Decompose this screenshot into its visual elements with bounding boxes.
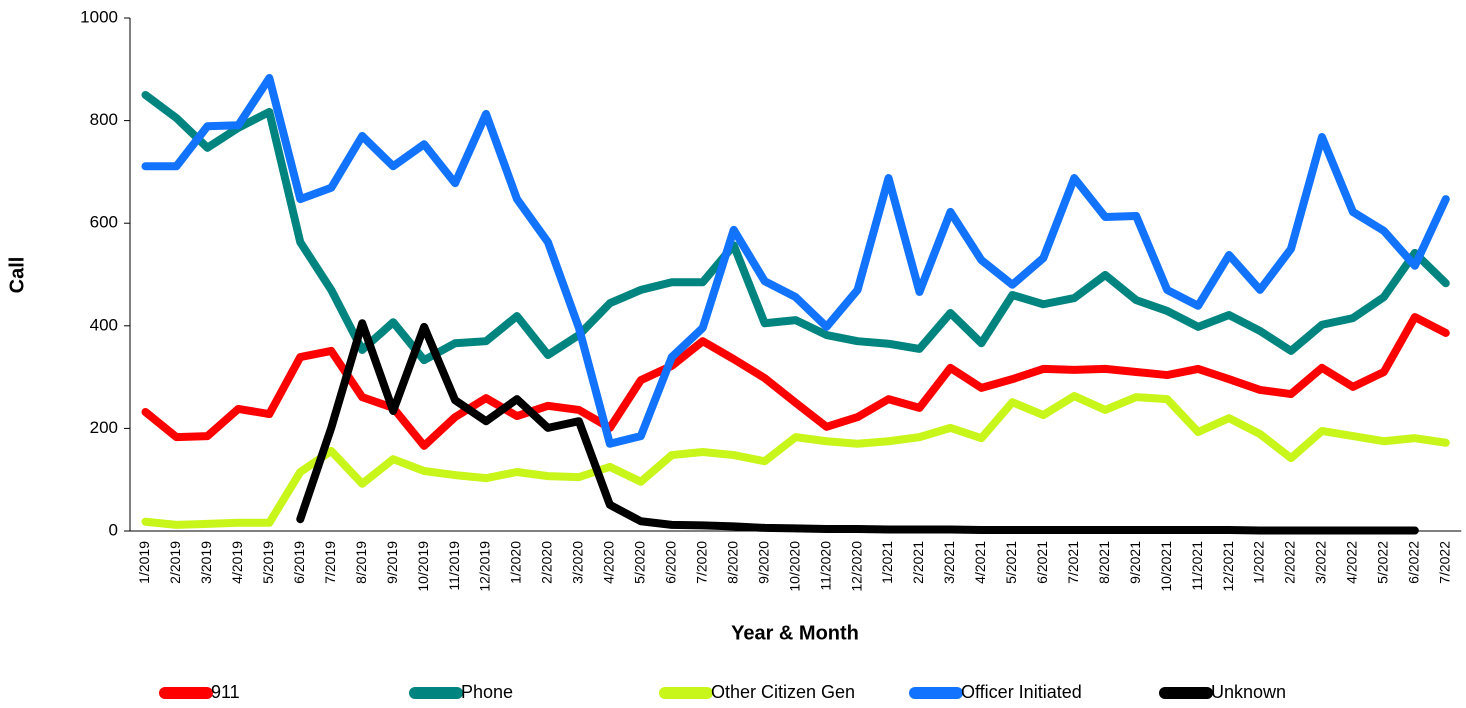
x-tick-label: 8/2020 [724,541,740,584]
x-tick-label: 9/2021 [1127,541,1143,584]
x-tick-label: 3/2021 [941,541,957,584]
x-tick-label: 4/2022 [1344,541,1360,584]
series-line [296,319,1419,535]
x-tick-label: 6/2021 [1034,541,1050,584]
series-line [141,74,1450,448]
x-tick-label: 5/2020 [632,541,648,584]
x-tick-label: 5/2019 [260,541,276,584]
x-tick-label: 4/2019 [229,541,245,584]
y-tick-label: 400 [90,315,118,334]
y-tick-label: 600 [90,213,118,232]
x-tick-label: 2/2022 [1282,541,1298,584]
x-tick-label: 2/2020 [539,541,555,584]
y-tick-label: 0 [109,520,118,539]
x-tick-label: 10/2019 [415,541,431,592]
series-line [141,90,1450,365]
x-tick-label: 2/2021 [910,541,926,584]
legend-label: Unknown [1211,682,1286,702]
x-tick-label: 10/2021 [1158,541,1174,592]
x-tick-label: 8/2019 [353,541,369,584]
x-tick-label: 11/2021 [1189,541,1205,591]
x-tick-label: 5/2022 [1375,541,1391,584]
y-tick-label: 1000 [80,7,118,26]
x-tick-label: 10/2020 [786,541,802,592]
x-tick-label: 5/2021 [1003,541,1019,584]
x-tick-label: 7/2019 [322,541,338,584]
legend-label: 911 [211,682,240,702]
x-tick-label: 4/2021 [972,541,988,584]
x-tick-label: 11/2020 [817,541,833,591]
y-tick-label: 200 [90,418,118,437]
x-tick-label: 1/2019 [136,541,152,584]
y-tick-label: 800 [90,110,118,129]
x-tick-label: 6/2022 [1406,541,1422,584]
y-axis-title: Call [6,257,28,294]
x-tick-label: 9/2019 [384,541,400,584]
x-tick-label: 8/2021 [1096,541,1112,584]
series-line [141,392,1450,529]
x-tick-label: 3/2022 [1313,541,1329,584]
x-tick-label: 12/2021 [1220,541,1236,592]
x-tick-label: 1/2020 [508,541,524,584]
x-tick-label: 7/2020 [693,541,709,584]
x-tick-label: 6/2020 [663,541,679,584]
x-tick-label: 12/2019 [477,541,493,592]
x-tick-label: 3/2020 [570,541,586,584]
x-axis-title: Year & Month [731,622,859,644]
x-tick-label: 11/2019 [446,541,462,591]
legend-label: Phone [461,682,513,702]
x-tick-label: 12/2020 [848,541,864,592]
x-tick-label: 4/2020 [601,541,617,584]
x-tick-label: 3/2019 [198,541,214,584]
x-tick-label: 9/2020 [755,541,771,584]
legend-label: Other Citizen Gen [711,682,855,702]
x-tick-label: 7/2022 [1437,541,1453,584]
x-tick-label: 6/2019 [291,541,307,584]
x-tick-label: 1/2022 [1251,541,1267,584]
legend-label: Officer Initiated [961,682,1082,702]
x-tick-label: 1/2021 [879,541,895,584]
series-line [141,313,1450,450]
x-tick-label: 2/2019 [167,541,183,584]
x-tick-label: 7/2021 [1065,541,1081,584]
